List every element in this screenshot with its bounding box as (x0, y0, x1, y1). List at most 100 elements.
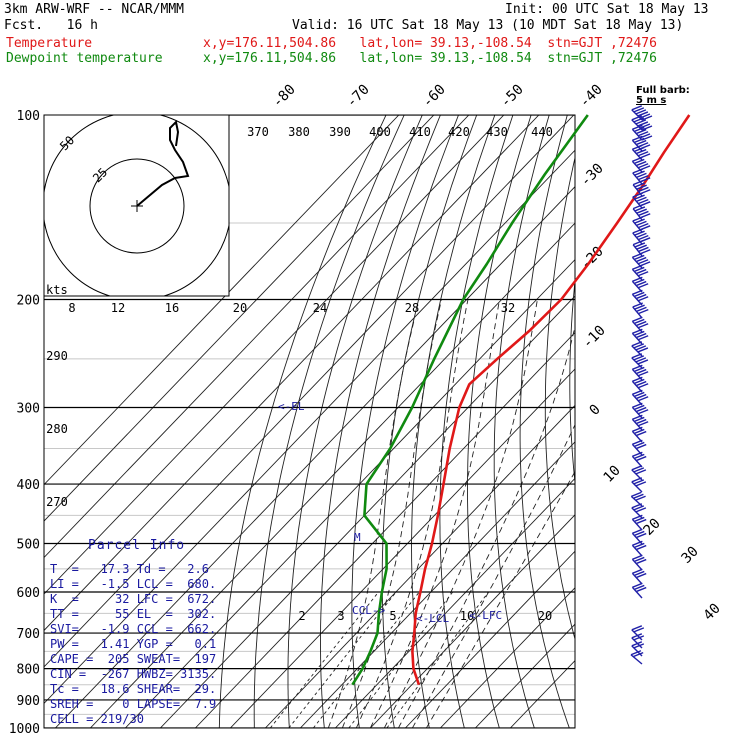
isotherm-tick-label: -70 (344, 82, 373, 111)
wind-barb-flag (634, 304, 645, 310)
isotherm (335, 477, 575, 728)
wind-barb-flag (635, 357, 647, 363)
isotherm-tick-label: -40 (577, 82, 606, 111)
wind-barb-flag (634, 453, 645, 460)
isotherm (44, 115, 540, 632)
temperature-location: x,y=176.11,504.86 lat,lon= 39.13,-108.54… (203, 36, 657, 51)
wind-barb-flag (635, 148, 647, 155)
dry-adiabat (218, 115, 387, 728)
hodograph-speed-label: 28 (405, 301, 419, 315)
wind-barb-flag (633, 355, 645, 361)
dry-adiabat (704, 115, 740, 728)
pressure-tick-label: 300 (17, 401, 40, 416)
full-barb-unit: 5 m s (636, 95, 667, 106)
parcel-row: K = 32 LFC = 672. (50, 592, 217, 606)
moist-adiabat (426, 470, 575, 728)
isotherm (44, 115, 575, 668)
wind-barb-flag (632, 144, 643, 150)
temperature-profile (411, 114, 691, 686)
wind-barb-flag (633, 117, 645, 123)
wind-barb-flag (631, 633, 643, 639)
isotherm-tick-label: -10 (580, 323, 609, 352)
dry-adiabat (662, 115, 740, 728)
mixing-ratio-label: 10 (460, 609, 474, 623)
theta-label: 280 (46, 422, 68, 436)
parcel-row: CAPE = 205 SWEAT= 197 (50, 652, 217, 666)
wind-barb-flag (639, 123, 651, 129)
wind-barb-flag (634, 366, 645, 373)
parcel-row: TT = 55 EL = 302. (50, 607, 217, 621)
wind-barb-flag (637, 131, 649, 137)
wind-barb-flag (634, 416, 645, 423)
wind-barb-flag (634, 158, 645, 165)
wind-barb-staff (631, 455, 643, 468)
pressure-tick-label: 900 (17, 694, 40, 709)
hodograph-speed-label: 12 (111, 301, 125, 315)
dry-adiabat (253, 115, 405, 728)
wind-barb-flag (637, 163, 649, 169)
wind-barb-flag (633, 479, 645, 485)
wind-barb-flag (632, 414, 643, 420)
dry-adiabat (725, 115, 740, 728)
wind-barb-flag (634, 266, 645, 273)
wind-barb-flag (632, 156, 643, 162)
wind-barb-flag (632, 168, 644, 174)
parcel-row: SREH = 0 LAPSE= 7.9 (50, 697, 217, 711)
wind-barb-flag (634, 556, 645, 563)
wind-barb-flag (638, 198, 649, 205)
mixing-ratio-line (269, 591, 379, 728)
wind-barb-flag (637, 396, 649, 402)
dewpoint-location: x,y=176.11,504.86 lat,lon= 39.13,-108.54… (203, 51, 657, 66)
pressure-tick-label: 500 (17, 537, 40, 552)
wind-barb-flag (634, 194, 645, 200)
wind-barb-flag (632, 451, 643, 457)
parcel-info-panel: Parcel Info T = 17.3 Td = 2.6 LI = -1.5 … (44, 538, 232, 728)
isotherm-tick-label: -30 (578, 161, 607, 190)
wind-barbs (630, 105, 653, 665)
wind-barb-flag (632, 540, 643, 546)
wind-barb-flag (635, 109, 647, 115)
wind-barb-flag (632, 651, 644, 658)
wind-barb-flag (641, 115, 653, 121)
plot-frame (43, 114, 576, 729)
wind-barb-flag (631, 503, 643, 509)
model-title: 3km ARW-WRF -- NCAR/MMM (4, 2, 185, 17)
wind-barb-flag (633, 627, 645, 633)
wind-barb-flag (633, 467, 645, 473)
wind-barb-staff (631, 544, 643, 557)
moist-adiabat (398, 324, 575, 728)
wind-barb-flag (632, 228, 644, 234)
isotherm (475, 623, 575, 728)
wind-barb-flag (634, 126, 645, 133)
dry-adiabat (467, 115, 532, 728)
wind-barb-flag (634, 318, 645, 325)
wind-barb-flag (638, 186, 649, 193)
parcel-row: SVI= -1.9 CCL = 662. (50, 622, 217, 636)
wind-barb-flag (634, 218, 645, 224)
pressure-tick-label: 600 (17, 586, 40, 601)
wind-barb-flag (632, 276, 643, 282)
wind-barb-flag (635, 139, 647, 146)
wind-barb-flag (634, 428, 645, 435)
hodograph (43, 114, 230, 297)
dry-adiabat (544, 155, 575, 641)
parcel-row: CIN = -267 HWBZ= 3135. (50, 667, 217, 681)
pressure-tick-label: 1000 (9, 722, 40, 737)
wind-barb-flag (632, 289, 643, 295)
wind-barb-flag (632, 514, 643, 520)
pressure-tick-label: 700 (17, 627, 40, 642)
mixing-ratio-line (348, 591, 454, 728)
wind-barb-flag (634, 530, 645, 537)
wind-barb-flag (636, 196, 647, 203)
wind-barb-flag (641, 125, 653, 131)
forecast-hour: Fcst. 16 h (4, 18, 98, 33)
wind-barb-flag (635, 544, 647, 551)
isotherm (265, 404, 575, 728)
wind-barb-staff (631, 637, 643, 649)
wind-barb-staff (631, 572, 643, 585)
isotherm (44, 115, 400, 486)
pressure-tick-label: 100 (17, 109, 40, 124)
wind-barb-flag (634, 584, 645, 591)
wind-barb-flag (635, 430, 647, 437)
